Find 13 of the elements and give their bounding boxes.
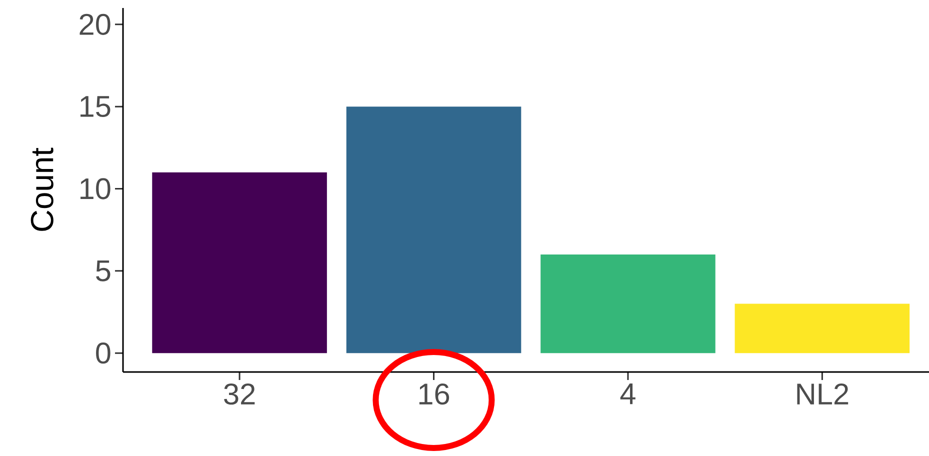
y-tick-label: 0: [96, 342, 110, 364]
x-tick-label: 32: [224, 384, 255, 405]
y-tick-label: 15: [80, 96, 110, 118]
y-tick-label: 20: [80, 14, 110, 35]
bar: [540, 254, 716, 354]
bar: [734, 304, 910, 354]
y-tick-label: 10: [80, 178, 110, 200]
bar: [152, 172, 327, 354]
x-tick-label: NL2: [797, 384, 848, 404]
y-axis-title: Count: [30, 148, 54, 231]
x-tick-label: 4: [620, 384, 636, 404]
y-tick-label: 5: [96, 260, 110, 282]
x-tick-label: 16: [419, 384, 450, 405]
